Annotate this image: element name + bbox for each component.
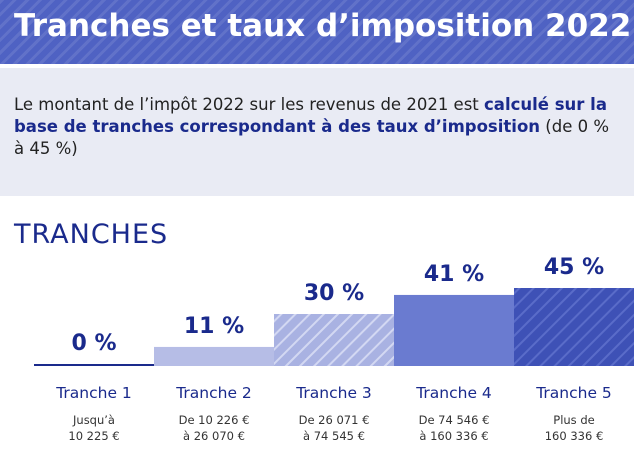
intro-box: Le montant de l’impôt 2022 sur les reven… bbox=[0, 68, 634, 196]
bar-2 bbox=[154, 346, 274, 366]
range-line1-5: Plus de bbox=[553, 413, 594, 427]
range-line2-5: 160 336 € bbox=[545, 429, 604, 443]
category-label-4: Tranche 4 bbox=[415, 384, 492, 402]
range-line1-3: De 26 071 € bbox=[299, 413, 370, 427]
title-bar: Tranches et taux d’imposition 2022 bbox=[0, 0, 634, 64]
value-label-3: 30 % bbox=[304, 281, 364, 306]
bar-5 bbox=[514, 288, 634, 366]
range-line2-4: à 160 336 € bbox=[419, 429, 488, 443]
range-line1-2: De 10 226 € bbox=[179, 413, 250, 427]
range-line2-1: 10 225 € bbox=[68, 429, 119, 443]
intro-plain: Le montant de l’impôt 2022 sur les reven… bbox=[14, 95, 485, 114]
value-label-1: 0 % bbox=[71, 331, 116, 356]
intro-end: (de 0 % à 45 %) bbox=[14, 117, 610, 158]
bar-4 bbox=[394, 294, 514, 366]
value-label-2: 11 % bbox=[184, 314, 244, 339]
range-line2-2: à 26 070 € bbox=[183, 429, 245, 443]
intro-text: Le montant de l’impôt 2022 sur les reven… bbox=[14, 94, 624, 160]
bar-3 bbox=[274, 314, 394, 366]
category-label-2: Tranche 2 bbox=[175, 384, 252, 402]
page-title: Tranches et taux d’imposition 2022 bbox=[14, 8, 632, 44]
section-title: TRANCHES bbox=[14, 219, 169, 250]
intro-strong: calculé sur la base de tranches correspo… bbox=[14, 95, 607, 136]
value-label-4: 41 % bbox=[424, 262, 484, 287]
range-line1-1: Jusqu’à bbox=[72, 413, 115, 427]
category-label-5: Tranche 5 bbox=[535, 384, 612, 402]
range-line2-3: à 74 545 € bbox=[303, 429, 365, 443]
bar-1 bbox=[34, 364, 154, 366]
category-label-1: Tranche 1 bbox=[55, 384, 132, 402]
value-label-5: 45 % bbox=[544, 255, 604, 280]
range-line1-4: De 74 546 € bbox=[419, 413, 490, 427]
category-label-3: Tranche 3 bbox=[295, 384, 372, 402]
